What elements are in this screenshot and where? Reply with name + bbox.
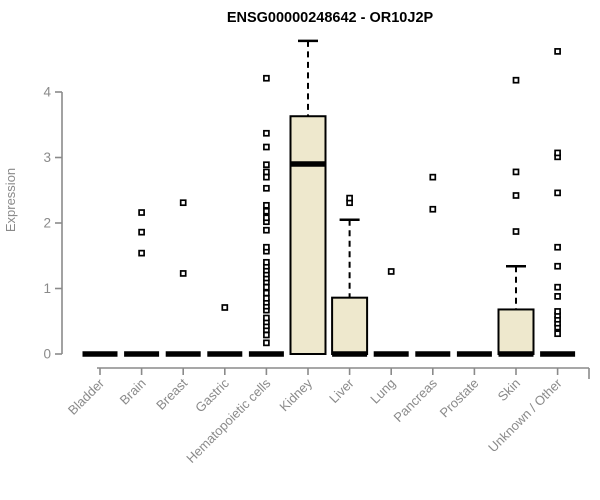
outlier-point-unknown-other <box>554 330 561 338</box>
outlier-point-hematopoietic-cells <box>263 143 270 151</box>
x-tick-label-gastric: Gastric <box>192 375 232 415</box>
x-tick-label-skin: Skin <box>495 376 523 404</box>
x-tick-label-breast: Breast <box>153 375 190 412</box>
outlier-point-breast <box>179 199 187 207</box>
outlier-point-unknown-other <box>554 189 561 197</box>
x-tick-label-prostate: Prostate <box>437 376 482 421</box>
outlier-point-skin <box>512 192 520 199</box>
outlier-point-unknown-other <box>554 262 561 270</box>
outlier-point-brain <box>138 228 145 236</box>
outlier-point-skin <box>512 76 520 84</box>
outlier-point-hematopoietic-cells <box>263 294 270 302</box>
x-tick-label-brain: Brain <box>117 376 149 408</box>
outlier-point-breast <box>179 270 187 277</box>
outlier-point-hematopoietic-cells <box>263 214 270 222</box>
y-tick-label-1: 1 <box>43 281 51 296</box>
y-tick-label-2: 2 <box>43 216 51 231</box>
outlier-point-unknown-other <box>554 283 561 291</box>
outlier-point-unknown-other <box>554 243 561 251</box>
x-tick-label-bladder: Bladder <box>65 375 108 418</box>
x-tick-label-kidney: Kidney <box>276 375 315 414</box>
outlier-point-gastric <box>221 304 229 311</box>
outlier-point-skin <box>512 168 520 176</box>
box-liver <box>331 296 369 356</box>
y-tick-label-0: 0 <box>43 347 51 362</box>
outlier-point-hematopoietic-cells <box>263 173 270 181</box>
outlier-point-hematopoietic-cells <box>263 201 270 209</box>
outlier-point-liver <box>346 194 353 202</box>
y-tick-label-3: 3 <box>43 150 51 165</box>
x-tick-label-liver: Liver <box>326 375 357 406</box>
outlier-point-hematopoietic-cells <box>263 289 270 297</box>
outlier-point-hematopoietic-cells <box>263 258 270 266</box>
box-kidney <box>289 115 327 355</box>
y-tick-label-4: 4 <box>43 85 51 100</box>
outlier-point-unknown-other <box>554 149 561 157</box>
outlier-point-hematopoietic-cells <box>263 283 270 291</box>
y-axis-title: Expression <box>3 168 18 232</box>
outlier-point-skin <box>512 228 520 235</box>
outlier-point-hematopoietic-cells <box>263 74 270 82</box>
outlier-point-unknown-other <box>554 48 561 55</box>
outlier-point-unknown-other <box>554 308 561 315</box>
outlier-point-pancreas <box>429 205 437 213</box>
outlier-point-hematopoietic-cells <box>263 207 270 215</box>
chart-title: ENSG00000248642 - OR10J2P <box>227 10 434 26</box>
outlier-point-pancreas <box>429 173 437 181</box>
x-tick-label-pancreas: Pancreas <box>390 375 440 425</box>
outlier-point-hematopoietic-cells <box>263 339 270 347</box>
outlier-point-hematopoietic-cells <box>263 184 270 192</box>
outlier-point-brain <box>138 249 145 257</box>
x-tick-label-lung: Lung <box>367 376 398 407</box>
outlier-point-hematopoietic-cells <box>263 161 270 169</box>
x-tick-label-unknown-other: Unknown / Other <box>485 375 565 455</box>
outlier-point-hematopoietic-cells <box>263 331 270 339</box>
box-skin <box>497 308 535 355</box>
outlier-point-unknown-other <box>554 293 561 300</box>
outlier-point-hematopoietic-cells <box>263 129 270 137</box>
outlier-point-lung <box>387 268 395 275</box>
outlier-point-hematopoietic-cells <box>263 226 270 234</box>
outlier-point-brain <box>138 209 145 216</box>
outlier-point-hematopoietic-cells <box>263 314 270 322</box>
outlier-point-hematopoietic-cells <box>263 243 270 251</box>
outlier-point-hematopoietic-cells <box>263 168 270 176</box>
